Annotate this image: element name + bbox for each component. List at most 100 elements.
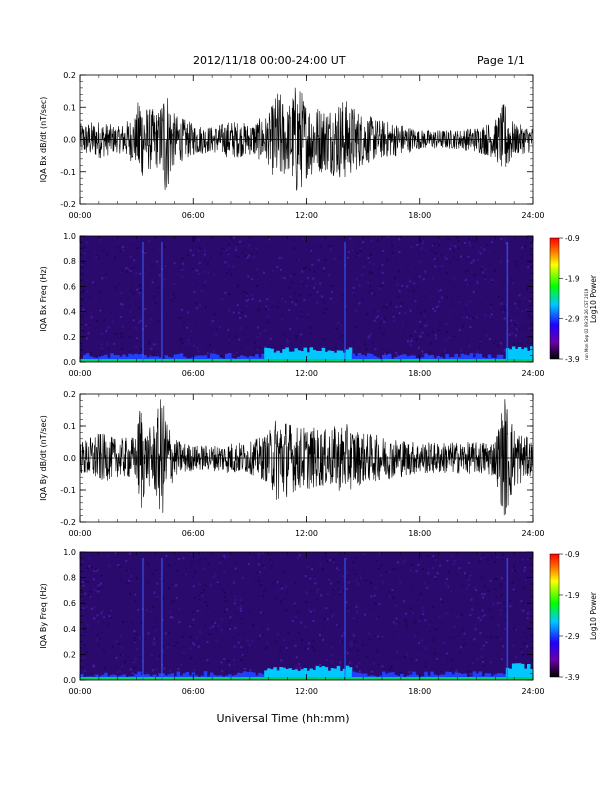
spectrogram-cell: [523, 245, 526, 248]
spectrogram-cell: [418, 642, 421, 644]
band-cell: [496, 673, 501, 680]
y-tick-label: 0.8: [63, 574, 76, 583]
spectrogram-cell: [353, 640, 356, 643]
spectrogram-cell: [394, 276, 396, 279]
spectrogram-cell: [221, 247, 224, 250]
spectrogram-cell: [516, 322, 519, 325]
spectrogram-cell: [125, 560, 128, 562]
spectrogram-cell: [475, 239, 478, 242]
band-cell: [137, 671, 141, 680]
spectrogram-cell: [453, 285, 456, 288]
spectrogram-cell: [272, 305, 275, 308]
spectrogram-cell: [223, 592, 226, 595]
spectrogram-cell: [482, 271, 485, 274]
band-cell: [499, 673, 504, 680]
spectrogram-cell: [390, 243, 393, 246]
spectrogram-cell: [361, 331, 364, 334]
spectrogram-cell: [81, 345, 84, 348]
spectrogram-cell: [232, 265, 234, 268]
spectrogram-cell: [416, 598, 419, 601]
band-cell: [110, 353, 114, 362]
spectrogram-cell: [223, 571, 226, 574]
spectrogram-cell: [342, 575, 345, 578]
spectrogram-cell: [473, 352, 476, 355]
spectrogram-cell: [467, 584, 470, 587]
spectrogram-cell: [131, 622, 134, 625]
spectrogram-cell: [417, 346, 420, 349]
spectrogram-cell: [355, 579, 358, 582]
band-cell: [273, 352, 277, 362]
spectrogram-cell: [146, 672, 148, 675]
spectrogram-cell: [154, 295, 157, 298]
spectrogram-cell: [475, 316, 478, 319]
spectrogram-cell: [308, 642, 311, 645]
spectrogram-cell: [489, 588, 492, 591]
spectrogram-cell: [420, 616, 423, 619]
spectrogram-cell: [359, 247, 362, 250]
spectrogram-cell: [214, 573, 217, 576]
spectrogram-cell: [489, 315, 491, 318]
spectrogram-cell: [494, 588, 497, 591]
spectrogram-cell: [255, 285, 258, 288]
spectrogram-cell: [204, 601, 207, 604]
spectrogram-cell: [319, 282, 322, 285]
band-cell: [173, 354, 178, 362]
spectrogram-cell: [287, 631, 290, 634]
spectrogram-cell: [179, 266, 182, 269]
spectrogram-cell: [508, 333, 511, 336]
spectrogram-cell: [211, 320, 214, 323]
spectrogram-cell: [421, 639, 424, 642]
band-cell: [303, 347, 308, 362]
spectrogram-cell: [240, 622, 243, 625]
spectrogram-cell: [392, 320, 395, 323]
band-cell: [294, 348, 298, 362]
spectrogram-cell: [382, 282, 385, 284]
spectrogram-cell: [186, 326, 189, 329]
spectrogram-cell: [278, 256, 281, 259]
spectrogram-cell: [129, 552, 131, 555]
spectrogram-cell: [485, 334, 488, 337]
spectrogram-cell: [204, 286, 207, 289]
spectrogram-cell: [479, 619, 482, 622]
spectrogram-cell: [423, 582, 426, 585]
spectrogram-cell: [256, 326, 259, 329]
spectrogram-cell: [404, 618, 407, 621]
spectrogram-cell: [500, 637, 503, 640]
spectrogram-cell: [109, 609, 112, 612]
spectrogram-cell: [144, 308, 147, 310]
signal-trace: [79, 87, 534, 191]
spectrogram-cell: [483, 275, 486, 278]
spectrogram-cell: [324, 618, 326, 620]
spectrogram-cell: [288, 657, 291, 659]
spectrogram-cell: [345, 557, 348, 560]
spectrogram-cell: [433, 243, 435, 246]
spectrogram-cell: [421, 568, 424, 571]
spectrogram-cell: [386, 258, 389, 261]
spectrogram-cell: [174, 297, 177, 299]
spectrogram-cell: [129, 267, 132, 270]
spectrogram-cell: [368, 637, 371, 640]
spectrogram-cell: [399, 671, 402, 674]
spectrogram-cell: [466, 574, 469, 577]
spectrogram-cell: [259, 634, 262, 637]
band-cell: [249, 355, 253, 362]
spectrogram-cell: [147, 581, 150, 584]
band-cell: [454, 353, 459, 362]
spectrogram-cell: [154, 596, 157, 599]
spectrogram-cell: [209, 583, 212, 586]
spectrogram-cell: [490, 304, 493, 307]
spectrogram-cell: [314, 668, 317, 671]
spectrogram-cell: [327, 330, 330, 333]
spectrogram-cell: [374, 587, 377, 589]
y-tick-label: 0.4: [63, 308, 76, 317]
spectrogram-cell: [517, 328, 520, 330]
y-axis-label: IQA By Freq (Hz): [39, 583, 48, 649]
spectrogram-cell: [199, 631, 202, 634]
spectrogram-cell: [295, 656, 298, 659]
band-cell: [285, 347, 289, 362]
spectrogram-cell: [466, 283, 469, 286]
spectrogram-cell: [500, 237, 503, 240]
spectrogram-cell: [152, 343, 155, 346]
spectrogram-cell: [114, 314, 117, 317]
band-cell: [357, 353, 362, 362]
